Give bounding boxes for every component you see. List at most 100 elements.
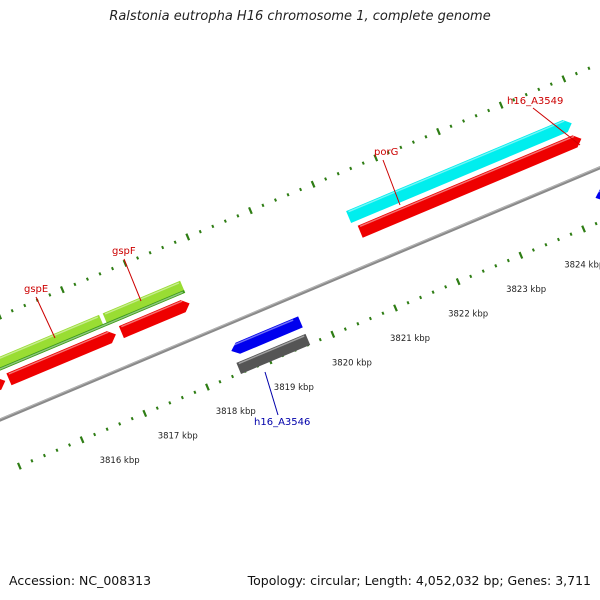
outer-scale-tick	[73, 282, 77, 287]
scale-label-3821-kbp: 3821 kbp	[390, 334, 430, 344]
outer-scale-tick	[462, 119, 466, 123]
backbone-highlight	[0, 166, 600, 420]
inner-scale-tick	[118, 422, 122, 426]
outer-scale-tick	[449, 124, 453, 129]
cds-red-arrow	[6, 331, 116, 386]
outer-scale-tick	[59, 285, 65, 294]
gene-gspE-feature-highlight	[0, 316, 99, 359]
outer-scale-tick	[236, 214, 240, 218]
inner-scale-tick	[205, 383, 210, 391]
gene-blue-arrow-highlight	[595, 190, 600, 194]
outer-scale-tick	[286, 193, 290, 197]
inner-scale-tick	[193, 390, 197, 395]
inner-scale-tick	[17, 462, 22, 470]
inner-scale-tick	[444, 285, 448, 289]
scale-label-3822-kbp: 3822 kbp	[448, 310, 488, 320]
inner-scale-tick	[318, 337, 322, 342]
inner-scale-tick	[518, 251, 524, 259]
outer-scale-tick	[310, 180, 316, 188]
inner-scale-tick	[381, 311, 385, 316]
outer-scale-tick	[273, 198, 277, 202]
inner-scale-tick	[481, 269, 485, 273]
outer-scale-tick	[324, 177, 328, 181]
leader-line-h16_A3549	[532, 107, 581, 146]
inner-scale-tick	[30, 459, 34, 463]
inner-scale-tick	[130, 416, 134, 421]
gene-blue-arrow	[595, 189, 600, 200]
inner-scale-tick	[168, 401, 172, 405]
outer-scale-tick	[386, 150, 390, 155]
scale-label-3818-kbp: 3818 kbp	[216, 407, 256, 417]
inner-scale-tick	[356, 322, 360, 326]
outer-scale-tick	[361, 161, 365, 165]
outer-scale-tick	[211, 224, 215, 229]
outer-scale-tick	[524, 92, 528, 97]
gene-label-h16_A3549: h16_A3549	[507, 96, 563, 107]
outer-scale-tick	[161, 245, 165, 250]
scale-label-3823-kbp: 3823 kbp	[506, 285, 546, 295]
outer-scale-tick	[587, 66, 591, 71]
outer-scale-tick	[424, 135, 428, 139]
gene-green-band-highlight	[0, 291, 184, 370]
outer-scale-tick	[136, 256, 140, 260]
gene-label-porG: porG	[374, 147, 398, 158]
outer-scale-tick	[248, 206, 253, 215]
inner-scale-tick	[142, 409, 148, 418]
gene-green-band	[0, 290, 186, 371]
cds-red-arrow-highlight	[8, 331, 109, 375]
inner-scale-tick	[231, 374, 235, 379]
leader-line-porG	[382, 159, 401, 206]
outer-scale-tick	[122, 259, 128, 267]
outer-scale-tick	[336, 171, 340, 176]
inner-scale-tick	[506, 258, 510, 263]
inner-scale-tick	[406, 300, 410, 305]
backbone-line	[0, 166, 600, 422]
cds-gray-bar-highlight	[238, 335, 305, 365]
gene-label-gspF: gspF	[112, 246, 136, 257]
leader-line-gspF	[123, 258, 142, 302]
cds-red-arrow-highlight	[121, 300, 183, 328]
map-title: Ralstonia eutropha H16 chromosome 1, com…	[109, 9, 491, 24]
inner-scale-tick	[155, 406, 159, 410]
inner-scale-tick	[105, 427, 109, 431]
scale-label-3824-kbp: 3824 kbp	[564, 261, 600, 271]
inner-scale-tick	[330, 330, 336, 338]
leader-line-h16_A3546	[264, 371, 279, 416]
inner-scale-tick	[556, 237, 560, 242]
outer-scale-tick	[474, 113, 478, 118]
outer-scale-tick	[148, 250, 152, 255]
scale-label-3819-kbp: 3819 kbp	[274, 383, 314, 393]
gene-label-gspE: gspE	[24, 284, 48, 295]
outer-scale-tick	[436, 127, 441, 136]
outer-scale-tick	[10, 308, 14, 313]
leader-line-gspE	[35, 296, 56, 339]
outer-scale-tick	[498, 101, 504, 109]
inner-scale-tick	[544, 242, 548, 247]
inner-scale-tick	[93, 432, 97, 437]
inner-scale-tick	[569, 232, 573, 236]
outer-scale-tick	[23, 303, 27, 308]
gene-porG-feature-highlight	[348, 120, 565, 213]
inner-scale-tick	[393, 304, 398, 312]
outer-scale-tick	[173, 240, 177, 244]
cds-gray-bar	[236, 333, 311, 374]
outer-scale-tick	[48, 293, 52, 297]
inner-scale-tick	[469, 274, 473, 279]
outer-scale-tick	[185, 233, 191, 241]
scale-label-3816-kbp: 3816 kbp	[100, 456, 140, 466]
cds-red-arrow	[0, 378, 6, 391]
inner-scale-tick	[581, 225, 586, 233]
outer-scale-tick	[223, 219, 227, 223]
outer-scale-tick	[537, 87, 541, 92]
inner-scale-tick	[531, 248, 535, 252]
inner-scale-tick	[180, 395, 184, 400]
inner-scale-tick	[79, 436, 85, 444]
gene-gspF-feature	[102, 280, 186, 326]
inner-scale-tick	[68, 443, 72, 447]
outer-scale-tick	[512, 98, 516, 102]
outer-scale-tick	[349, 166, 353, 171]
outer-scale-tick	[111, 266, 115, 271]
outer-scale-tick	[549, 82, 553, 86]
cds-red-arrow	[118, 300, 190, 339]
